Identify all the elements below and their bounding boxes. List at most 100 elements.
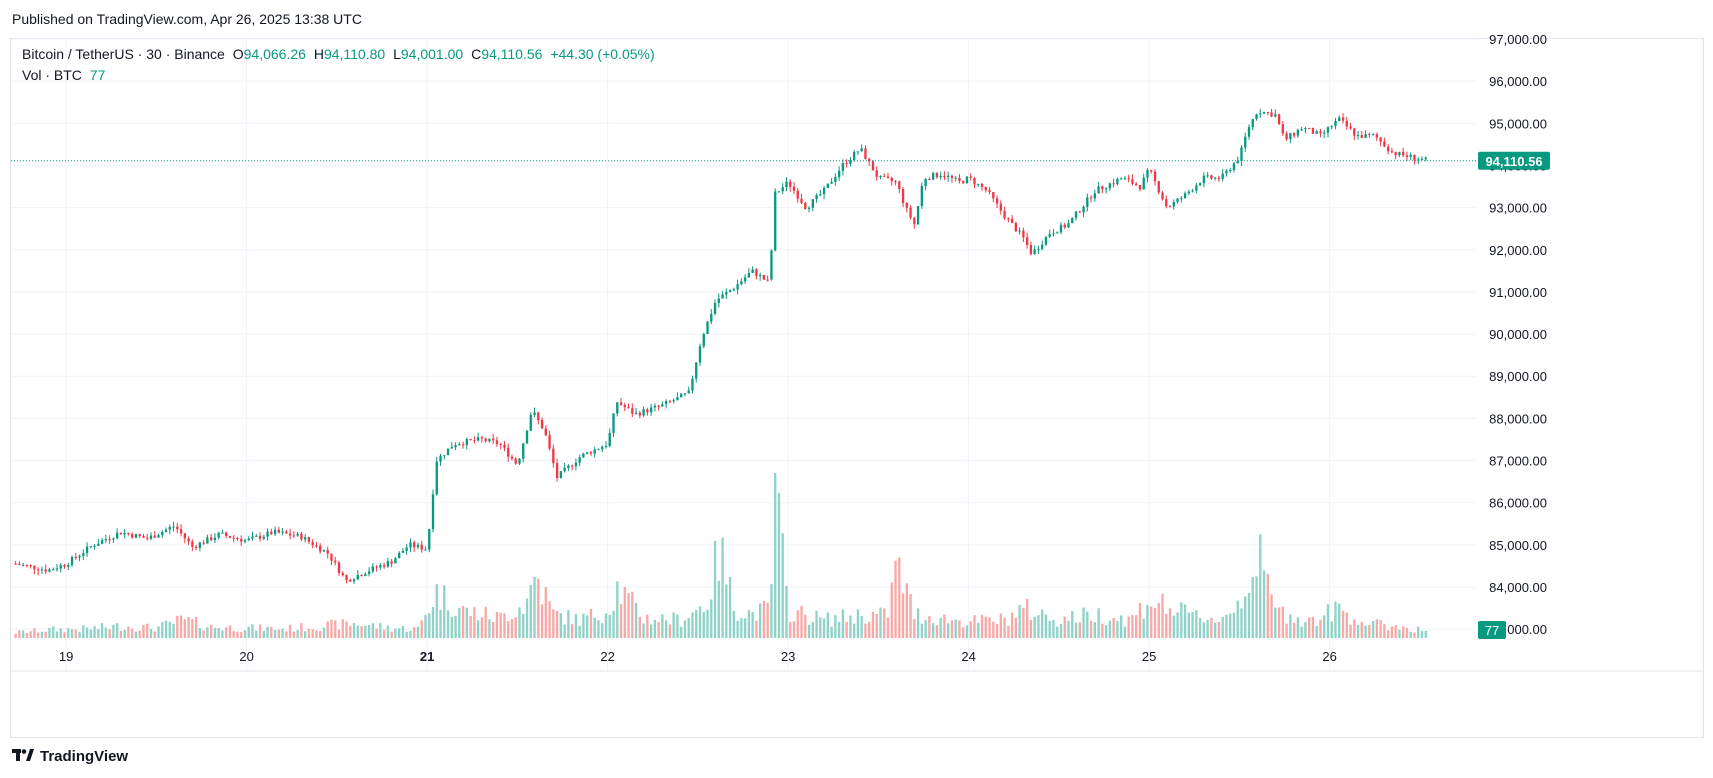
volume-bar[interactable] — [999, 613, 1002, 638]
candle-body[interactable] — [465, 439, 469, 446]
volume-bar[interactable] — [1259, 534, 1262, 638]
volume-bar[interactable] — [875, 613, 878, 638]
volume-bar[interactable] — [209, 624, 213, 638]
candle-body[interactable] — [1142, 177, 1145, 190]
volume-bar[interactable] — [349, 625, 352, 638]
candle-body[interactable] — [1338, 117, 1341, 121]
volume-bar[interactable] — [1198, 617, 1202, 638]
candle-body[interactable] — [115, 532, 119, 539]
volume-bar[interactable] — [604, 613, 608, 638]
candle-body[interactable] — [495, 440, 499, 445]
candle-body[interactable] — [1131, 179, 1134, 184]
candle-body[interactable] — [390, 561, 393, 564]
volume-bar[interactable] — [1018, 604, 1021, 638]
candle-body[interactable] — [439, 455, 442, 462]
candle-body[interactable] — [1341, 117, 1345, 121]
candle-body[interactable] — [48, 569, 51, 572]
candle-body[interactable] — [277, 529, 281, 533]
volume-bar[interactable] — [1176, 612, 1179, 638]
candle-body[interactable] — [544, 428, 547, 436]
candle-body[interactable] — [683, 393, 687, 395]
candle-body[interactable] — [85, 546, 89, 554]
volume-bar[interactable] — [85, 627, 89, 638]
candle-body[interactable] — [1180, 198, 1183, 200]
candle-body[interactable] — [819, 194, 822, 196]
candle-body[interactable] — [931, 173, 935, 180]
volume-bar[interactable] — [100, 623, 104, 638]
volume-bar[interactable] — [243, 630, 247, 638]
volume-bar[interactable] — [563, 624, 566, 638]
candle-body[interactable] — [337, 562, 341, 574]
volume-bar[interactable] — [1281, 606, 1285, 638]
volume-bar[interactable] — [770, 584, 773, 638]
candle-body[interactable] — [1119, 178, 1123, 180]
candle-body[interactable] — [1052, 233, 1055, 235]
candle-body[interactable] — [890, 177, 893, 182]
candle-body[interactable] — [1168, 206, 1172, 208]
volume-bar[interactable] — [567, 609, 570, 638]
volume-bar[interactable] — [89, 629, 92, 638]
volume-bar[interactable] — [217, 627, 220, 638]
candle-body[interactable] — [300, 533, 303, 540]
candle-body[interactable] — [1229, 170, 1232, 172]
candle-body[interactable] — [950, 175, 954, 178]
candle-body[interactable] — [1127, 178, 1130, 180]
candle-body[interactable] — [161, 531, 164, 536]
candle-body[interactable] — [345, 575, 348, 580]
volume-bar[interactable] — [728, 577, 732, 638]
candle-body[interactable] — [127, 532, 130, 535]
volume-bar[interactable] — [725, 584, 728, 638]
volume-bar[interactable] — [255, 630, 258, 638]
candle-body[interactable] — [247, 538, 250, 541]
candle-body[interactable] — [209, 537, 213, 541]
volume-bar[interactable] — [683, 620, 687, 638]
candle-body[interactable] — [119, 532, 123, 535]
volume-bar[interactable] — [364, 625, 367, 638]
candle-body[interactable] — [285, 531, 288, 534]
volume-bar[interactable] — [992, 621, 995, 638]
volume-bar[interactable] — [766, 602, 769, 638]
candle-body[interactable] — [864, 148, 867, 159]
volume-bar[interactable] — [371, 623, 375, 638]
volume-bar[interactable] — [63, 632, 66, 638]
volume-bar[interactable] — [664, 620, 668, 638]
volume-bar[interactable] — [168, 621, 171, 638]
candle-body[interactable] — [969, 176, 972, 179]
candle-body[interactable] — [939, 175, 942, 178]
volume-bar[interactable] — [484, 606, 487, 638]
candle-body[interactable] — [1161, 192, 1164, 200]
volume-bar[interactable] — [97, 628, 100, 638]
volume-bar[interactable] — [811, 622, 814, 638]
volume-bar[interactable] — [1101, 623, 1104, 638]
volume-bar[interactable] — [21, 630, 25, 638]
volume-bar[interactable] — [1375, 619, 1379, 638]
candle-body[interactable] — [1364, 134, 1367, 138]
candle-body[interactable] — [732, 289, 736, 291]
candle-body[interactable] — [522, 443, 525, 459]
volume-bar[interactable] — [1402, 626, 1405, 638]
volume-bar[interactable] — [1127, 616, 1130, 638]
volume-bar[interactable] — [40, 631, 44, 638]
volume-bar[interactable] — [1292, 622, 1296, 638]
volume-bar[interactable] — [59, 628, 62, 638]
volume-bar[interactable] — [965, 625, 969, 638]
candle-body[interactable] — [691, 378, 694, 391]
candle-body[interactable] — [954, 177, 957, 179]
candle-body[interactable] — [860, 148, 863, 152]
candle-body[interactable] — [379, 565, 382, 568]
candle-body[interactable] — [1240, 147, 1243, 162]
candle-body[interactable] — [405, 547, 408, 551]
candle-body[interactable] — [473, 439, 476, 441]
volume-bar[interactable] — [115, 623, 119, 638]
candle-body[interactable] — [785, 181, 788, 188]
candle-body[interactable] — [420, 544, 423, 550]
candle-body[interactable] — [728, 290, 732, 293]
volume-bar[interactable] — [525, 598, 529, 638]
volume-bar[interactable] — [228, 625, 232, 638]
volume-bar[interactable] — [510, 619, 514, 638]
candle-body[interactable] — [916, 206, 920, 225]
candle-body[interactable] — [375, 566, 378, 568]
candle-body[interactable] — [589, 452, 593, 454]
volume-bar[interactable] — [548, 601, 551, 638]
candle-body[interactable] — [804, 202, 807, 209]
